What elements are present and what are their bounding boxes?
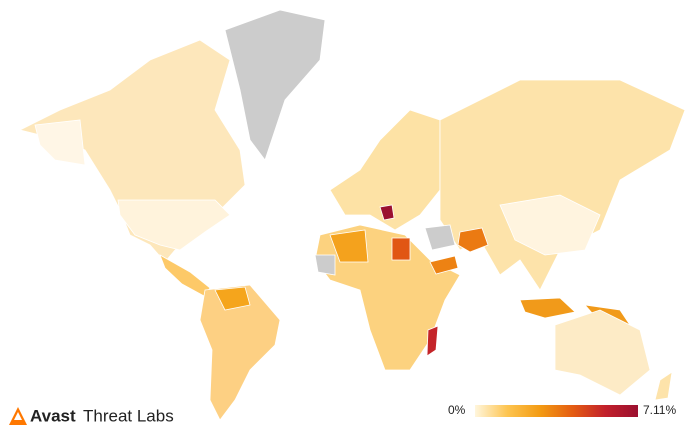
country: Afghanistan — [457, 227, 489, 253]
usa — [117, 199, 231, 251]
legend-max: 7.11% — [643, 403, 676, 417]
brand-name: Avast — [30, 406, 76, 425]
alaska — [34, 119, 86, 166]
australia — [554, 309, 651, 396]
continents — [18, 9, 686, 421]
legend-min: 0% — [448, 403, 466, 417]
country: Madagascar — [426, 325, 439, 357]
legend: 0% 7.11% — [448, 403, 676, 417]
asia — [439, 79, 686, 291]
venezuela — [214, 286, 251, 311]
country: Yemen — [429, 255, 459, 275]
china — [499, 194, 601, 256]
highlighted-countries: Bosnia and Herzegovina Madagascar Egypt Afg… — [379, 204, 489, 357]
sahel-gray — [314, 254, 336, 276]
algeria — [329, 229, 369, 263]
logo-icon — [9, 407, 27, 425]
country: Bosnia and Herzegovina — [379, 204, 395, 221]
legend-bar — [475, 405, 638, 417]
central-america — [159, 254, 211, 297]
country: Egypt — [391, 237, 411, 261]
new-zealand — [654, 371, 673, 401]
arabia-gray — [424, 224, 456, 251]
greenland — [224, 9, 326, 161]
south-america — [199, 284, 281, 421]
brand-product: Threat Labs — [83, 406, 174, 425]
logo: Avast Threat Labs — [9, 406, 174, 425]
